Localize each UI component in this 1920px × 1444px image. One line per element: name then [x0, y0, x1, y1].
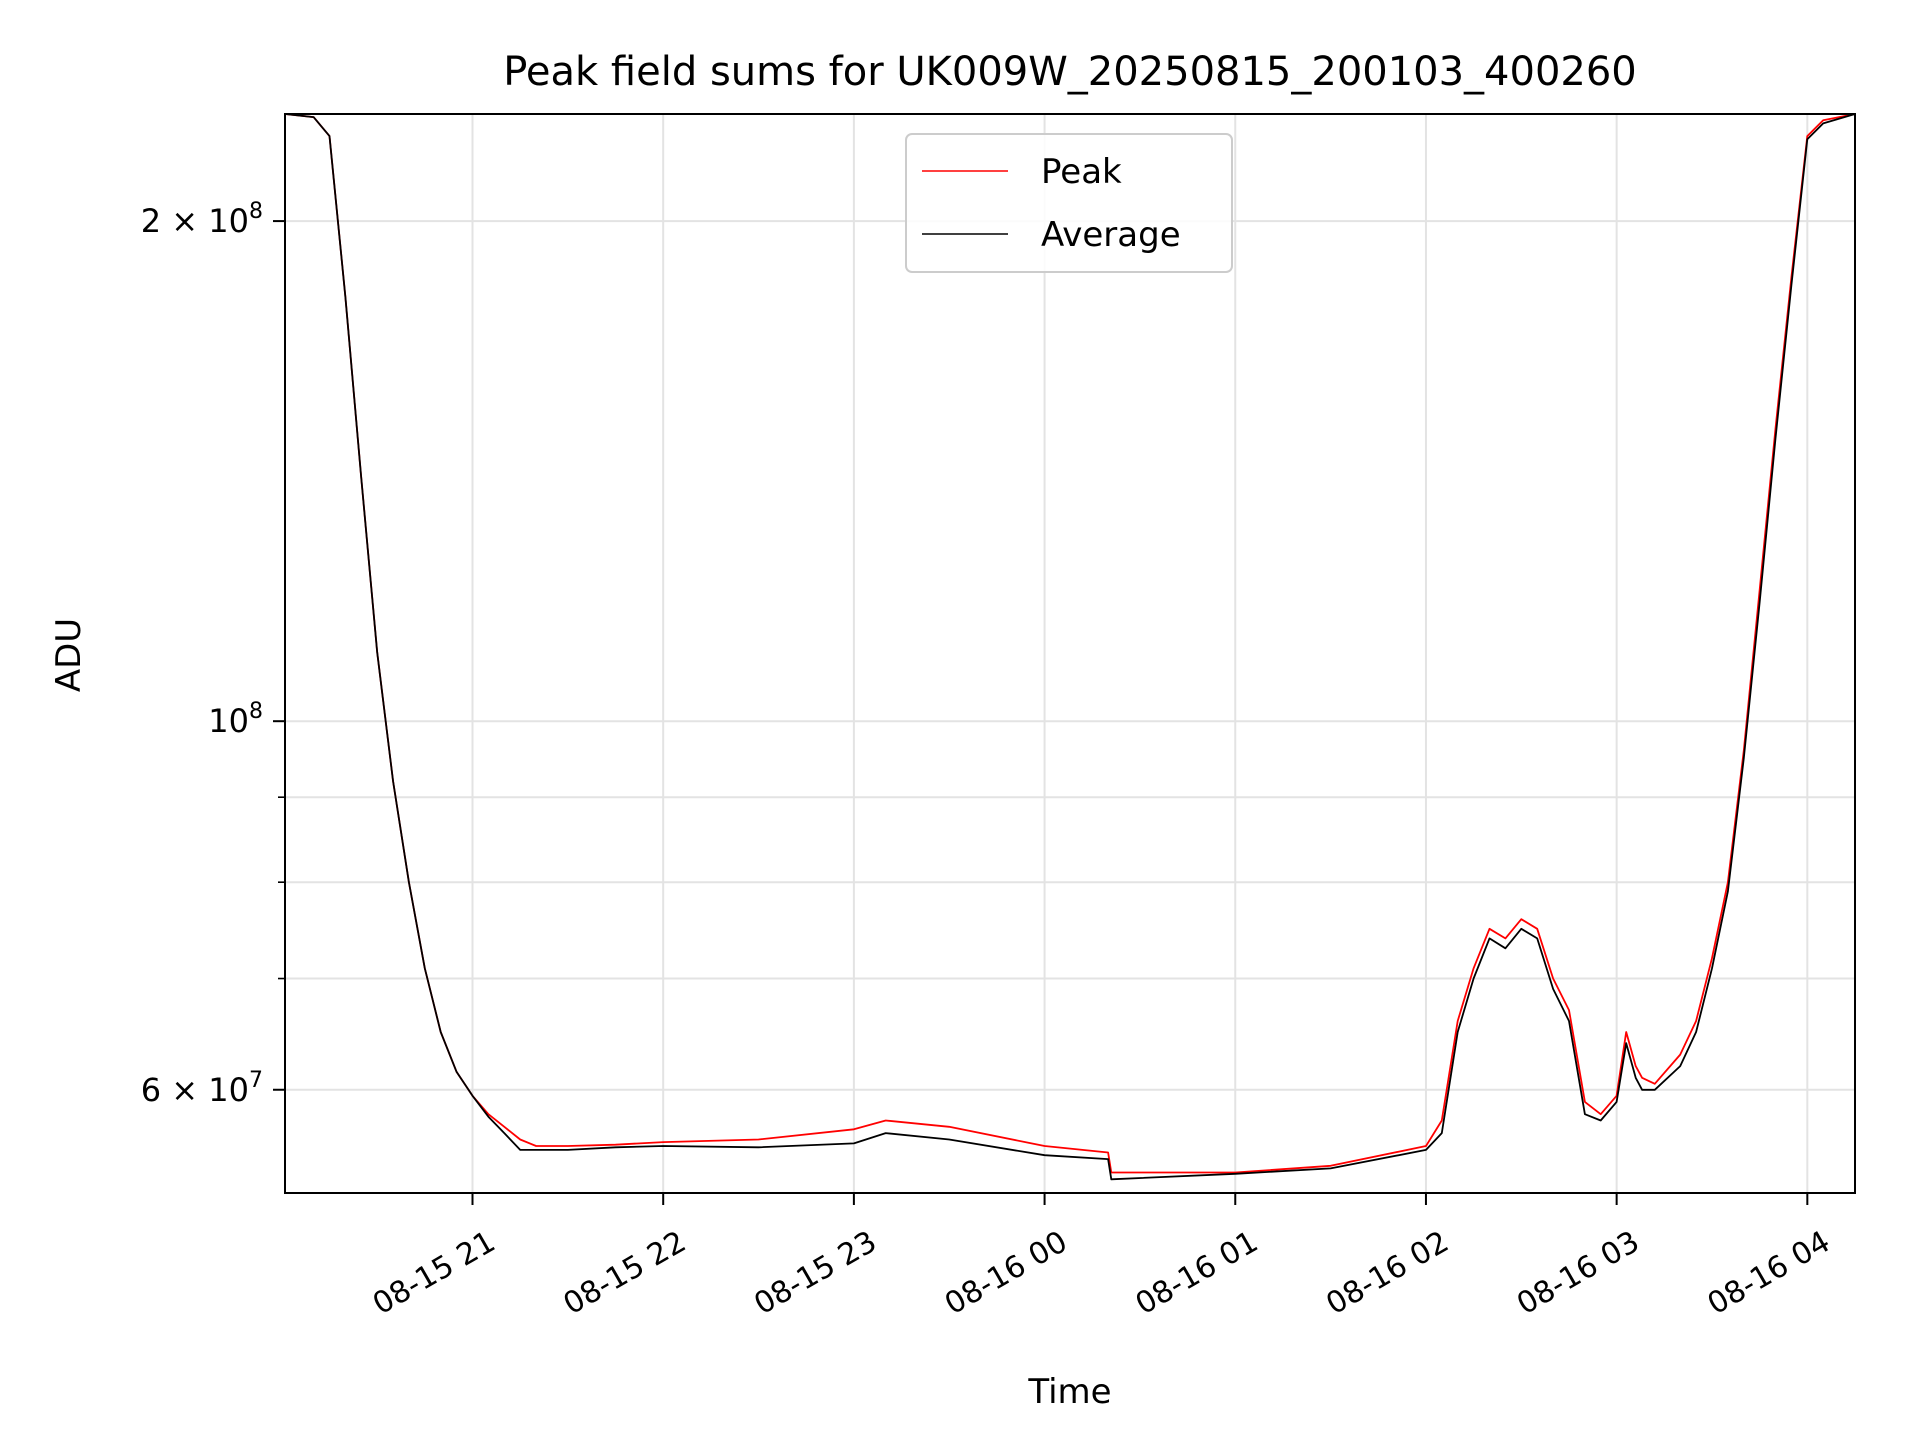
- y-axis-label: ADU: [49, 618, 89, 692]
- legend-box: [905, 133, 1233, 273]
- series-line-average: [284, 113, 1856, 1181]
- plot-frame: [284, 113, 1856, 1194]
- chart-title: Peak field sums for UK009W_20250815_2001…: [503, 49, 1637, 95]
- series-layer: [284, 113, 1856, 1181]
- legend: Peak Average: [905, 133, 1233, 273]
- y-tick-label: 2 × 108: [141, 199, 263, 240]
- legend-label-peak: Peak: [1041, 152, 1122, 192]
- legend-label-average: Average: [1041, 215, 1181, 255]
- x-axis-label: Time: [1027, 1372, 1111, 1412]
- y-tick-label: 108: [208, 699, 263, 740]
- y-tick-label: 6 × 107: [141, 1068, 263, 1109]
